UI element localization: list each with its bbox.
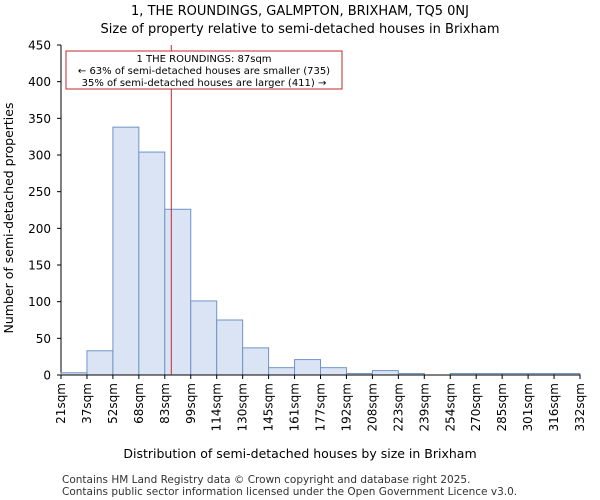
x-tick-label: 161sqm: [288, 383, 302, 431]
histogram-bar: [112, 126, 140, 376]
annotation-line2: ← 63% of semi-detached houses are smalle…: [78, 66, 330, 77]
footer-copyright: Contains HM Land Registry data © Crown c…: [62, 474, 471, 486]
y-tick-label: 150: [28, 259, 51, 273]
x-axis: 21sqm 37sqm 52sqm 68sqm 83sqm 99sqm 114sqm 130s…: [54, 375, 587, 431]
x-tick-label: 68sqm: [132, 383, 146, 424]
histogram-bar: [86, 350, 114, 376]
y-axis-title: Number of semi-detached properties: [1, 103, 16, 334]
histogram-bar: [242, 347, 270, 376]
x-tick-label: 270sqm: [469, 383, 483, 431]
histogram-bar: [268, 367, 296, 376]
x-tick-label: 145sqm: [262, 383, 276, 431]
chart-title-subtitle: Size of property relative to semi-detach…: [100, 22, 500, 37]
x-tick-label: 301sqm: [521, 383, 535, 431]
x-tick-label: 223sqm: [391, 383, 405, 431]
y-tick-label: 400: [28, 75, 51, 89]
annotation-line1: 1 THE ROUNDINGS: 87sqm: [136, 54, 271, 65]
y-tick-label: 200: [28, 222, 51, 236]
histogram-bar: [190, 300, 218, 376]
x-tick-label: 254sqm: [443, 383, 457, 431]
x-tick-label: 37sqm: [80, 383, 94, 424]
x-tick-label: 208sqm: [365, 383, 379, 431]
y-tick-label: 250: [28, 185, 51, 199]
histogram-bar: [216, 319, 244, 376]
histogram-bar: [138, 151, 166, 376]
y-tick-label: 350: [28, 112, 51, 126]
x-tick-label: 332sqm: [573, 383, 587, 431]
footer-licence: Contains public sector information licen…: [62, 486, 518, 498]
x-tick-label: 21sqm: [54, 383, 68, 424]
chart-title-address: 1, THE ROUNDINGS, GALMPTON, BRIXHAM, TQ5…: [131, 4, 469, 19]
annotation-box: 1 THE ROUNDINGS: 87sqm ← 63% of semi-det…: [65, 50, 343, 90]
x-tick-label: 316sqm: [547, 383, 561, 431]
bars-group: [60, 126, 581, 376]
x-axis-title: Distribution of semi-detached houses by …: [123, 446, 476, 461]
x-tick-label: 177sqm: [314, 383, 328, 431]
annotation-line3: 35% of semi-detached houses are larger (…: [82, 78, 327, 89]
y-tick-label: 0: [43, 369, 51, 383]
x-tick-label: 192sqm: [339, 383, 353, 431]
histogram-bar: [164, 208, 192, 376]
histogram-bar: [371, 370, 399, 376]
y-tick-label: 100: [28, 295, 51, 309]
y-tick-label: 450: [28, 39, 51, 53]
y-tick-label: 50: [36, 332, 51, 346]
x-tick-label: 239sqm: [417, 383, 431, 431]
annotation-border: [65, 50, 343, 90]
x-tick-label: 83sqm: [158, 383, 172, 424]
y-tick-label: 300: [28, 149, 51, 163]
y-axis: 0 50 100 150 200 250 300 350 400 450: [28, 39, 62, 383]
x-tick-label: 130sqm: [236, 383, 250, 431]
x-tick-label: 52sqm: [106, 383, 120, 424]
x-tick-label: 99sqm: [184, 383, 198, 424]
x-tick-label: 285sqm: [495, 383, 509, 431]
histogram-bar: [294, 359, 321, 376]
histogram-bar: [320, 367, 347, 376]
x-tick-label: 114sqm: [210, 383, 224, 431]
